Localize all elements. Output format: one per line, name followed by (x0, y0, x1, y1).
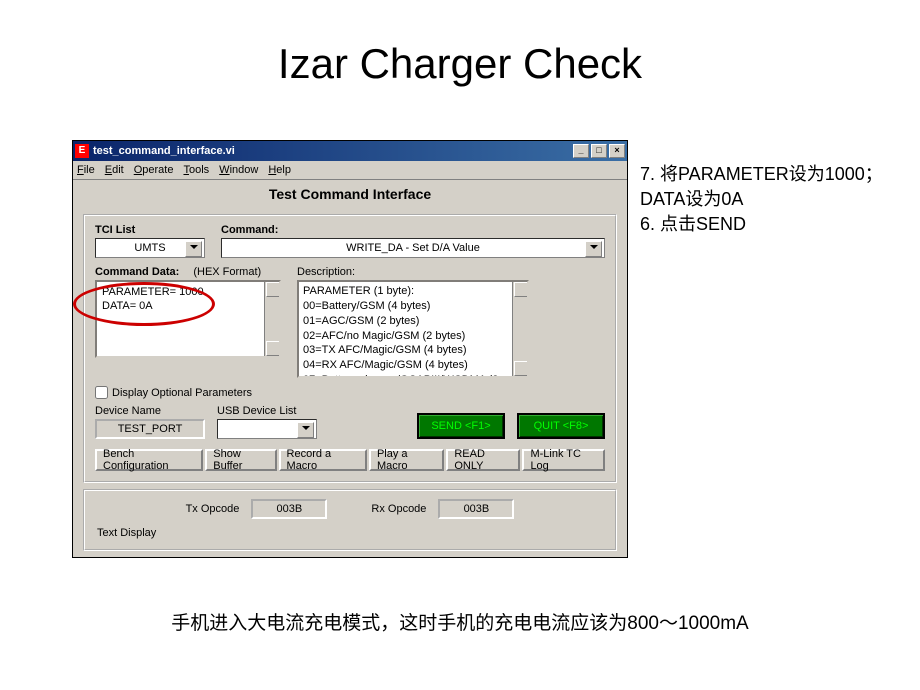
usb-device-label: USB Device List (217, 405, 317, 417)
app-window: E test_command_interface.vi _ □ × File E… (72, 140, 628, 558)
description-label: Description: (297, 266, 605, 278)
menu-window[interactable]: Window (219, 164, 258, 176)
tci-list-dropdown[interactable]: UMTS (95, 238, 205, 258)
tci-list-label: TCI List (95, 224, 205, 236)
send-button[interactable]: SEND <F1> (417, 413, 505, 439)
description-box: PARAMETER (1 byte): 00=Battery/GSM (4 by… (297, 280, 529, 378)
tx-opcode-value: 003B (251, 499, 327, 519)
command-data-box[interactable]: PARAMETER= 1000 DATA= 0A (95, 280, 281, 358)
device-name-field[interactable]: TEST_PORT (95, 419, 205, 439)
display-optional-label: Display Optional Parameters (112, 387, 252, 399)
rx-opcode-value: 003B (438, 499, 514, 519)
app-icon: E (75, 144, 89, 158)
desc-line: PARAMETER (1 byte): (303, 284, 523, 299)
record-macro-button[interactable]: Record a Macro (279, 449, 367, 471)
desc-line: 07=Battery charger/GCAPIII/WCDMA (2 byte… (303, 373, 523, 378)
tci-list-value: UMTS (134, 242, 165, 254)
bench-config-button[interactable]: Bench Configuration (95, 449, 203, 471)
main-fieldset: TCI List UMTS Command: WRITE_DA - Set D/… (83, 214, 617, 483)
desc-line: 00=Battery/GSM (4 bytes) (303, 299, 523, 314)
tx-opcode-label: Tx Opcode (186, 503, 240, 515)
instruction-line-2: 6. 点击SEND (640, 212, 900, 237)
window-title: test_command_interface.vi (93, 145, 573, 157)
menubar: File Edit Operate Tools Window Help (73, 161, 627, 180)
desc-line: 02=AFC/no Magic/GSM (2 bytes) (303, 329, 523, 344)
text-display-label: Text Display (97, 527, 605, 539)
menu-tools[interactable]: Tools (183, 164, 209, 176)
command-dropdown[interactable]: WRITE_DA - Set D/A Value (221, 238, 605, 258)
display-optional-checkbox[interactable] (95, 386, 108, 399)
rx-opcode-label: Rx Opcode (371, 503, 426, 515)
minimize-button[interactable]: _ (573, 144, 589, 158)
panel-title: Test Command Interface (73, 180, 627, 208)
command-data-line-1: PARAMETER= 1000 (102, 285, 274, 299)
device-name-label: Device Name (95, 405, 205, 417)
desc-line: 04=RX AFC/Magic/GSM (4 bytes) (303, 358, 523, 373)
mlink-tc-log-button[interactable]: M-Link TC Log (522, 449, 605, 471)
maximize-button[interactable]: □ (591, 144, 607, 158)
menu-edit[interactable]: Edit (105, 164, 124, 176)
command-data-label: Command Data: (95, 266, 179, 278)
show-buffer-button[interactable]: Show Buffer (205, 449, 276, 471)
slide-title: Izar Charger Check (0, 40, 920, 88)
usb-device-dropdown[interactable] (217, 419, 317, 439)
menu-operate[interactable]: Operate (134, 164, 174, 176)
titlebar: E test_command_interface.vi _ □ × (73, 141, 627, 161)
command-label: Command: (221, 224, 605, 236)
desc-line: 01=AGC/GSM (2 bytes) (303, 314, 523, 329)
read-only-button[interactable]: READ ONLY (446, 449, 520, 471)
command-value: WRITE_DA - Set D/A Value (346, 242, 480, 254)
footer-text: 手机进入大电流充电模式，这时手机的充电电流应该为800～1000mA (0, 608, 920, 635)
scrollbar-icon[interactable] (264, 282, 279, 356)
menu-help[interactable]: Help (268, 164, 291, 176)
instruction-line-1: 7. 将PARAMETER设为1000；DATA设为0A (640, 162, 900, 212)
close-button[interactable]: × (609, 144, 625, 158)
menu-file[interactable]: File (77, 164, 95, 176)
desc-line: 03=TX AFC/Magic/GSM (4 bytes) (303, 343, 523, 358)
quit-button[interactable]: QUIT <F8> (517, 413, 605, 439)
instruction-text: 7. 将PARAMETER设为1000；DATA设为0A 6. 点击SEND (640, 162, 900, 238)
opcode-fieldset: Tx Opcode 003B Rx Opcode 003B Text Displ… (83, 489, 617, 551)
scrollbar-icon[interactable] (512, 282, 527, 376)
command-data-line-2: DATA= 0A (102, 299, 274, 313)
hex-format-label: (HEX Format) (193, 266, 261, 278)
play-macro-button[interactable]: Play a Macro (369, 449, 444, 471)
window-controls: _ □ × (573, 144, 625, 158)
